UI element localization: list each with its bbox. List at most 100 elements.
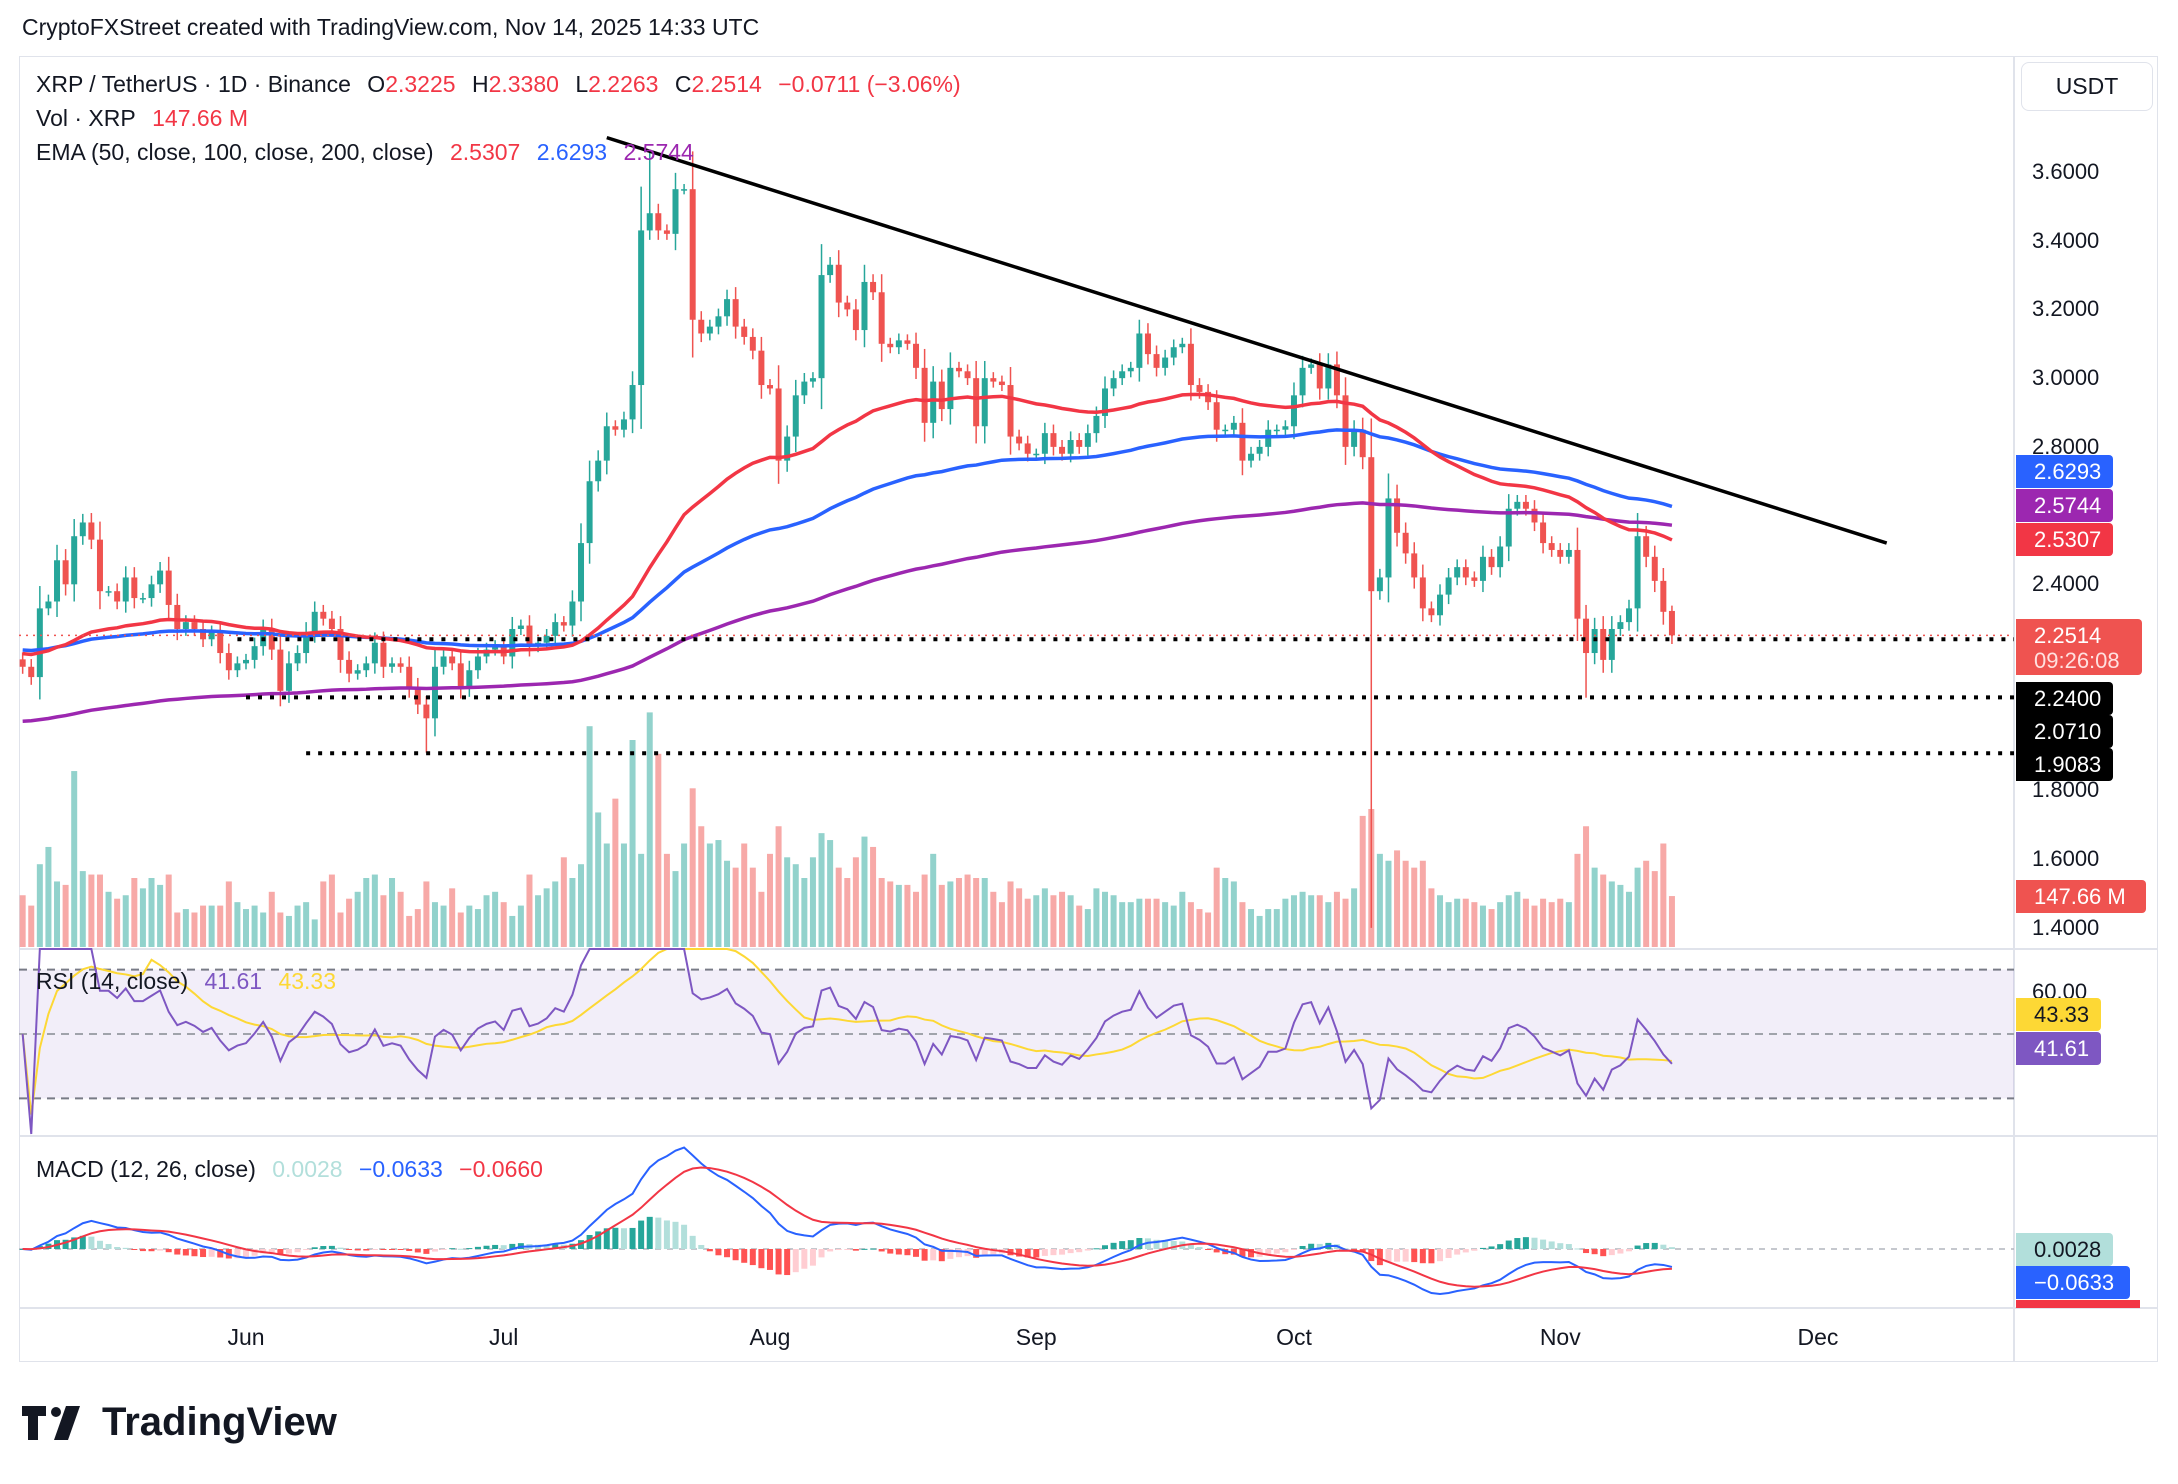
macd-histogram-bar <box>1419 1249 1426 1264</box>
candle-body <box>1402 532 1409 554</box>
volume-bar <box>217 905 224 947</box>
candle-body <box>1059 446 1066 454</box>
volume-bar <box>1574 853 1581 947</box>
candle-body <box>1454 567 1461 578</box>
candle-body <box>1153 354 1160 368</box>
rsi-label: RSI (14, close) <box>36 968 189 994</box>
volume-bar <box>28 905 35 947</box>
candle-body <box>277 649 284 691</box>
macd-histogram-bar <box>1282 1249 1289 1253</box>
candle-body <box>543 635 550 643</box>
candle-body <box>904 340 911 344</box>
volume-bar <box>122 895 129 947</box>
macd-histogram-bar <box>1402 1249 1409 1262</box>
candle-body <box>1445 577 1452 595</box>
volume-legend[interactable]: Vol · XRP 147.66 M <box>36 105 258 132</box>
candle-body <box>784 436 791 461</box>
macd-histogram-bar <box>62 1239 69 1249</box>
macd-histogram-bar <box>749 1249 756 1266</box>
volume-bar <box>1110 895 1117 947</box>
candle-body <box>1625 608 1632 623</box>
volume-bars <box>19 712 1675 947</box>
macd-histogram-bar <box>328 1245 335 1249</box>
candle-body <box>1282 426 1289 430</box>
macd-histogram-bar <box>431 1249 438 1252</box>
volume-bar <box>165 874 172 947</box>
volume-bar <box>1024 898 1031 947</box>
volume-bar <box>655 753 662 947</box>
macd-histogram-bar <box>921 1249 928 1261</box>
volume-bar <box>758 891 765 947</box>
macd-histogram-bar <box>182 1249 189 1256</box>
volume-bar <box>1531 905 1538 947</box>
macd-histogram-bar <box>741 1249 748 1263</box>
volume-bar <box>1402 860 1409 947</box>
currency-button[interactable]: USDT <box>2021 62 2153 111</box>
volume-bar <box>947 881 954 947</box>
candle-body <box>672 189 679 234</box>
macd-histogram-bar <box>389 1249 396 1250</box>
macd-histogram-bar <box>990 1249 997 1255</box>
ema-legend[interactable]: EMA (50, close, 100, close, 200, close) … <box>36 139 704 166</box>
volume-bar <box>389 878 396 947</box>
volume-bar <box>586 726 593 947</box>
rsi-legend[interactable]: RSI (14, close) 41.61 43.33 <box>36 968 346 995</box>
volume-bar <box>1471 902 1478 947</box>
candle-body <box>36 608 43 678</box>
macd-legend[interactable]: MACD (12, 26, close) 0.0028 −0.0633 −0.0… <box>36 1156 553 1183</box>
tradingview-logo[interactable]: TradingView <box>22 1400 337 1445</box>
volume-bar <box>638 853 645 947</box>
macd-histogram-bar <box>449 1248 456 1250</box>
candle-body <box>1170 347 1177 358</box>
volume-bar <box>234 902 241 947</box>
volume-bar <box>1282 898 1289 947</box>
macd-histogram-bar <box>1668 1247 1675 1249</box>
price-tick: 3.6000 <box>2032 159 2100 184</box>
volume-bar <box>1144 898 1151 947</box>
volume-bar <box>1248 909 1255 947</box>
volume-bar <box>1522 898 1529 947</box>
volume-bar <box>1591 867 1598 947</box>
rsi-ma-value: 43.33 <box>278 968 337 994</box>
macd-histogram-bar <box>303 1249 310 1250</box>
candle-body <box>852 309 859 331</box>
price-tick: 1.4000 <box>2032 914 2100 940</box>
candle-body <box>1359 429 1366 458</box>
price-tick: 2.4000 <box>2032 571 2100 597</box>
volume-bar <box>973 878 980 947</box>
macd-histogram-bar <box>509 1243 516 1249</box>
volume-bar <box>715 840 722 947</box>
macd-histogram-bar <box>681 1224 688 1249</box>
volume-bar <box>930 853 937 947</box>
macd-histogram-bar <box>165 1249 172 1253</box>
volume-bar <box>844 878 851 947</box>
candle-body <box>1385 498 1392 578</box>
volume-bar <box>706 843 713 947</box>
volume-bar <box>174 912 181 947</box>
macd-histogram-bar <box>818 1249 825 1258</box>
candle-body <box>71 536 78 585</box>
ema200-line <box>22 501 1673 723</box>
macd-hist-price-label: 0.0028 <box>2016 1233 2114 1266</box>
volume-bar <box>500 902 507 947</box>
volume-bar <box>1102 891 1108 947</box>
symbol-name[interactable]: XRP / TetherUS · 1D · Binance <box>36 71 351 97</box>
candle-body <box>517 625 524 629</box>
symbol-legend: XRP / TetherUS · 1D · Binance O2.3225 H2… <box>36 71 971 98</box>
candle-body <box>1540 522 1547 544</box>
bar-countdown: 09:26:08 <box>2034 648 2120 673</box>
volume-bar <box>431 902 438 947</box>
volume-bar <box>1067 895 1074 947</box>
macd-histogram-bar <box>79 1235 86 1249</box>
volume-bar <box>1136 898 1143 947</box>
macd-histogram-bar <box>663 1220 670 1249</box>
volume-bar <box>749 867 756 947</box>
candle-body <box>217 632 224 654</box>
macd-histogram-bar <box>1265 1249 1272 1256</box>
support-2071-label: 2.0710 <box>2016 715 2114 748</box>
month-label: Jul <box>488 1324 519 1350</box>
macd-histogram-bar <box>1548 1241 1555 1249</box>
close-value: 2.2514 <box>691 71 762 97</box>
volume-bar <box>1230 881 1237 947</box>
